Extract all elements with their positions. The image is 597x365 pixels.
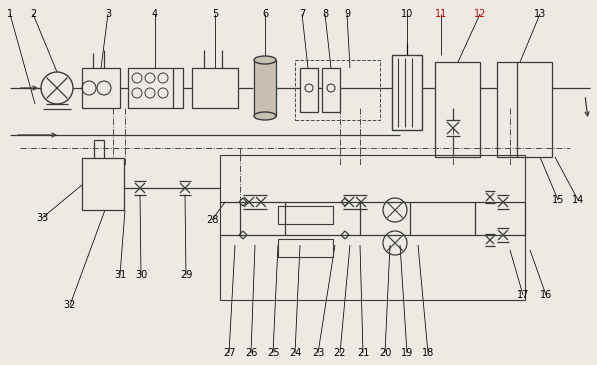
Text: 21: 21 — [357, 348, 369, 358]
Text: 30: 30 — [135, 270, 147, 280]
Text: 19: 19 — [401, 348, 413, 358]
Ellipse shape — [254, 112, 276, 120]
Bar — [82, 68, 120, 108]
Bar — [300, 68, 318, 112]
Bar — [278, 239, 333, 257]
Text: 22: 22 — [334, 348, 346, 358]
Text: 2: 2 — [30, 9, 36, 19]
Text: 8: 8 — [322, 9, 328, 19]
Text: 12: 12 — [474, 9, 486, 19]
Bar — [128, 68, 183, 108]
Text: 11: 11 — [435, 9, 447, 19]
Text: 13: 13 — [534, 9, 546, 19]
Text: 4: 4 — [152, 9, 158, 19]
Text: 24: 24 — [289, 348, 301, 358]
Text: 9: 9 — [344, 9, 350, 19]
Text: 31: 31 — [114, 270, 126, 280]
Bar — [435, 62, 480, 157]
Text: 29: 29 — [180, 270, 192, 280]
Text: 10: 10 — [401, 9, 413, 19]
Bar — [278, 206, 333, 224]
Bar — [82, 158, 124, 210]
Text: 5: 5 — [212, 9, 218, 19]
Text: 32: 32 — [64, 300, 76, 310]
Text: 15: 15 — [552, 195, 564, 205]
Text: 26: 26 — [245, 348, 257, 358]
Bar — [295, 60, 380, 120]
Ellipse shape — [254, 56, 276, 64]
Text: 6: 6 — [262, 9, 268, 19]
Text: 17: 17 — [517, 290, 529, 300]
Text: 27: 27 — [223, 348, 235, 358]
Text: 23: 23 — [312, 348, 324, 358]
Text: 33: 33 — [36, 213, 48, 223]
Text: 7: 7 — [299, 9, 305, 19]
Bar — [220, 155, 525, 300]
Text: 28: 28 — [206, 215, 218, 225]
Text: 3: 3 — [105, 9, 111, 19]
Text: 16: 16 — [540, 290, 552, 300]
Text: 1: 1 — [7, 9, 13, 19]
Text: 20: 20 — [379, 348, 391, 358]
Text: 25: 25 — [267, 348, 279, 358]
Bar — [192, 68, 238, 108]
Text: 18: 18 — [422, 348, 434, 358]
Bar — [254, 60, 276, 116]
Bar — [322, 68, 340, 112]
Bar — [497, 62, 552, 157]
Bar — [392, 55, 422, 130]
Text: 14: 14 — [572, 195, 584, 205]
